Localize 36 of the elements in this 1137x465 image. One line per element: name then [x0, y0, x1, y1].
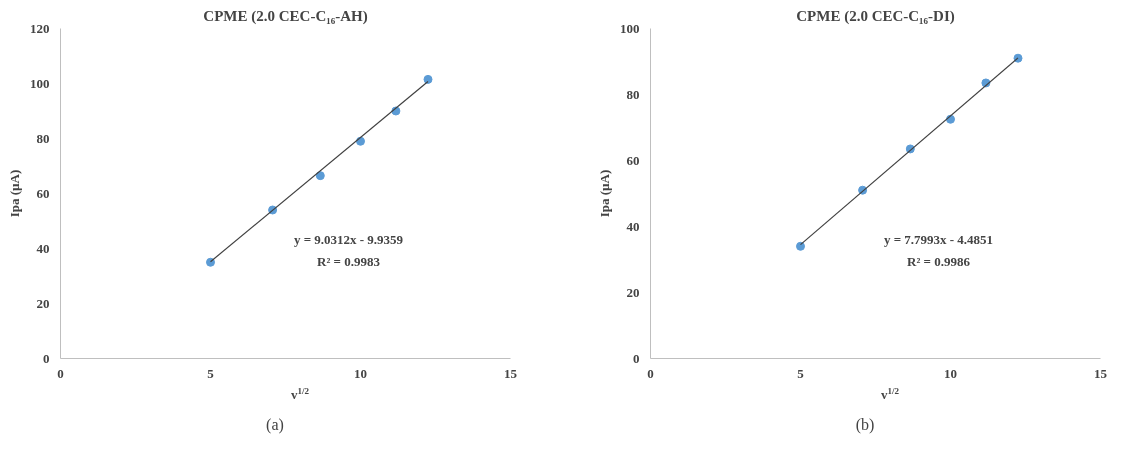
x-tick-label: 5 — [207, 365, 215, 381]
y-tick-label: 20 — [36, 295, 50, 311]
x-tick-label: 15 — [504, 365, 518, 381]
text: (a) — [266, 414, 284, 436]
y-axis-title: Ipa (µA) — [7, 169, 22, 218]
y-tick-label: 80 — [626, 86, 640, 102]
annotation: y = 9.0312x - 9.9359 — [293, 232, 404, 248]
y-tick-label: 80 — [36, 130, 50, 146]
annotation: R² = 0.9986 — [907, 253, 971, 269]
chart-title: CPME (2.0 CEC-C₁₆-AH) — [203, 7, 368, 25]
text: (b) — [855, 414, 875, 436]
x-axis-title: v$^{1/2}$ — [880, 385, 899, 405]
annotation: R² = 0.9983 — [317, 253, 381, 269]
y-tick-label: 20 — [626, 284, 640, 300]
chart-title: CPME (2.0 CEC-C₁₆-DI) — [796, 7, 955, 25]
x-tick-label: 10 — [354, 365, 367, 381]
annotation: y = 7.7993x - 4.4851 — [883, 232, 994, 248]
y-axis-title: Ipa (µA) — [597, 169, 612, 218]
y-tick-label: 0 — [633, 350, 640, 366]
point — [796, 241, 805, 251]
y-tick-label: 100 — [30, 75, 50, 91]
point — [315, 171, 325, 181]
y-tick-label: 0 — [43, 350, 50, 366]
y-tick-label: 40 — [36, 240, 50, 256]
y-tick-label: 60 — [626, 152, 640, 168]
y-tick-label: 40 — [626, 218, 640, 234]
x-tick-label: 10 — [944, 365, 957, 381]
x-axis-title: v$^{1/2}$ — [290, 385, 309, 405]
y-tick-label: 120 — [30, 20, 50, 36]
y-tick-label: 60 — [36, 185, 50, 201]
x-tick-label: 0 — [647, 365, 654, 381]
x-tick-label: 0 — [57, 365, 64, 381]
x-tick-label: 5 — [797, 365, 805, 381]
x-tick-label: 15 — [1094, 365, 1108, 381]
y-tick-label: 100 — [620, 20, 640, 36]
point — [423, 74, 433, 84]
